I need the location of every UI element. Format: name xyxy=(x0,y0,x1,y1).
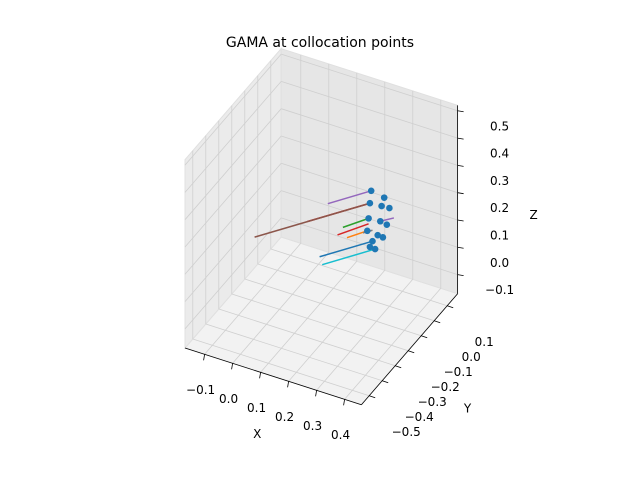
point xyxy=(365,215,372,222)
grid-line xyxy=(192,338,370,397)
grid-line xyxy=(184,81,282,193)
x-tick-label: −0.1 xyxy=(186,383,215,397)
grid-line xyxy=(184,163,282,275)
grid-line xyxy=(281,53,458,112)
point xyxy=(367,187,375,195)
tick-mark xyxy=(457,110,464,113)
y-tick-label: −0.2 xyxy=(431,380,460,394)
tick-mark xyxy=(457,192,464,195)
y-axis-line xyxy=(361,293,458,405)
tick-mark xyxy=(457,274,464,276)
tick-mark xyxy=(457,164,464,167)
grid-line xyxy=(316,279,414,391)
z-axis-label: Z xyxy=(529,208,537,222)
point xyxy=(386,204,393,212)
tick-mark xyxy=(408,350,415,354)
grid-line xyxy=(184,53,282,166)
point xyxy=(369,237,376,245)
x-tick-label: 0.0 xyxy=(219,392,238,406)
x-tick-label: 0.3 xyxy=(303,419,322,433)
x-tick-label: 0.2 xyxy=(275,410,294,424)
grid-line xyxy=(288,270,386,382)
y-tick-label: 0.1 xyxy=(475,335,494,349)
tick-mark xyxy=(343,399,345,406)
y-tick-label: −0.5 xyxy=(392,425,421,439)
grid-line xyxy=(204,243,302,355)
tick-mark xyxy=(434,320,441,324)
y-axis-label: Y xyxy=(463,402,472,416)
tick-mark xyxy=(259,372,261,379)
z-tick-label: 0.2 xyxy=(490,201,509,215)
x-tick-label: 0.1 xyxy=(247,401,266,415)
point xyxy=(379,234,387,241)
tick-mark xyxy=(457,246,464,249)
z-tick-label: 0.0 xyxy=(490,256,509,270)
z-tick-label: 0.5 xyxy=(490,119,509,133)
grid-line xyxy=(257,263,435,322)
grid-line xyxy=(281,81,458,139)
point xyxy=(366,243,374,251)
grid-line xyxy=(218,308,396,367)
segment xyxy=(342,217,369,229)
x-axis-line xyxy=(184,347,362,406)
z-tick-label: 0.1 xyxy=(490,228,509,242)
point xyxy=(383,221,391,228)
z-tick-label: −0.1 xyxy=(485,283,514,297)
tick-mark xyxy=(315,390,317,397)
tick-mark xyxy=(421,335,428,339)
segment xyxy=(254,202,371,238)
z-tick-label: 0.4 xyxy=(490,147,509,161)
tick-mark xyxy=(457,137,464,140)
segment xyxy=(319,240,373,258)
point xyxy=(366,199,374,207)
x-tick-label: 0.4 xyxy=(331,428,350,442)
tick-mark xyxy=(457,219,464,222)
grid-line xyxy=(231,293,409,352)
y-tick-label: −0.3 xyxy=(418,395,447,409)
y-tick-label: −0.4 xyxy=(405,410,434,424)
segment xyxy=(337,223,369,236)
grid-line xyxy=(184,108,282,220)
point xyxy=(374,231,382,239)
tick-mark xyxy=(287,381,289,388)
point xyxy=(371,245,379,253)
tick-mark xyxy=(369,395,376,399)
grid-line xyxy=(344,288,442,400)
grid-line xyxy=(184,217,282,330)
x-axis-label: X xyxy=(253,427,261,441)
y-tick-label: −0.1 xyxy=(444,365,473,379)
tick-mark xyxy=(447,305,454,309)
grid-line xyxy=(244,278,422,337)
grid-line xyxy=(232,252,330,364)
point xyxy=(364,227,371,235)
tick-mark xyxy=(395,365,402,369)
chart-title: GAMA at collocation points xyxy=(226,35,414,51)
segment xyxy=(321,248,376,266)
tick-mark xyxy=(231,363,233,370)
point xyxy=(380,194,388,201)
grid-line xyxy=(270,248,448,307)
point xyxy=(377,217,384,225)
point xyxy=(378,202,385,210)
grid-line xyxy=(260,261,358,373)
segment xyxy=(327,190,372,205)
grid-line xyxy=(205,323,383,382)
z-tick-label: 0.3 xyxy=(490,174,509,188)
grid-line xyxy=(184,135,282,248)
tick-mark xyxy=(382,380,389,384)
grid-line xyxy=(281,135,458,194)
tick-mark xyxy=(203,354,205,361)
y-tick-label: 0.0 xyxy=(462,350,481,364)
grid-line xyxy=(184,190,282,302)
grid-line xyxy=(281,108,458,166)
